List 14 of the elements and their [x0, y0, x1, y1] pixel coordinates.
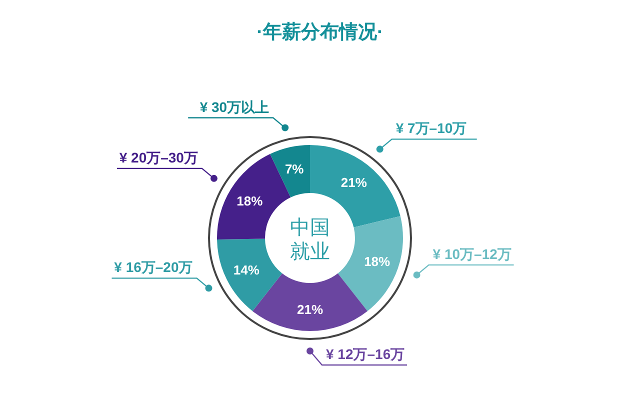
data-label: 21% [340, 175, 368, 190]
data-label: 18% [364, 254, 391, 270]
legend-label: ¥ 12万–16万 [326, 346, 405, 362]
slice-label: ¥ 20万–30万 [119, 149, 198, 166]
slice-label: ¥ 10万–12万 [432, 246, 512, 262]
slice-label: ¥ 16万–20万 [114, 259, 193, 276]
data-label: 21% [296, 302, 324, 317]
slice-label: ¥ 30万以上 [200, 98, 270, 115]
data-label: 14% [233, 262, 260, 278]
data-label: 7% [284, 162, 304, 177]
chart-title: ·年薪分布情况· [256, 21, 384, 43]
slice-label: ¥ 7万–10万 [396, 120, 467, 136]
text: 中国就业 [290, 217, 330, 263]
data-label: 18% [236, 194, 264, 209]
